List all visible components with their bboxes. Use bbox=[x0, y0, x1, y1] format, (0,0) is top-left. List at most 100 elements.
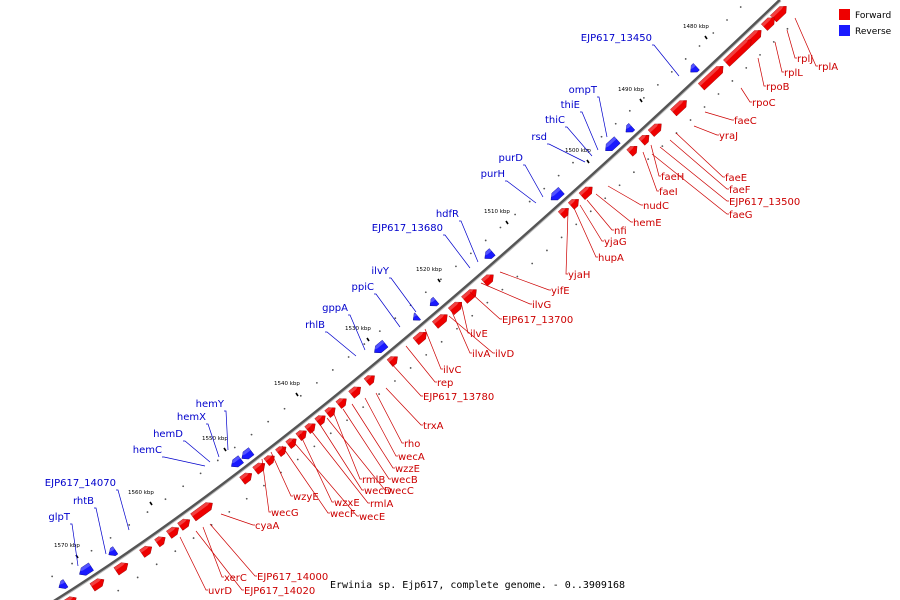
leader-line bbox=[505, 180, 537, 204]
gene-label-nudc: nudC bbox=[643, 201, 669, 212]
leader-line bbox=[757, 57, 766, 87]
tick-label: 1530 kbp bbox=[345, 326, 371, 332]
forward-feature bbox=[670, 98, 687, 117]
spacing-dot bbox=[233, 446, 236, 449]
leader-line bbox=[70, 523, 79, 567]
forward-feature bbox=[431, 312, 448, 329]
leader-line bbox=[224, 410, 229, 451]
leader-line bbox=[651, 153, 729, 215]
spacing-dot bbox=[394, 380, 396, 382]
legend-swatch-forward bbox=[839, 9, 850, 20]
spacing-dot bbox=[618, 184, 621, 187]
spacing-dot bbox=[363, 343, 366, 345]
spacing-dot bbox=[174, 550, 177, 553]
leader-line bbox=[299, 433, 334, 503]
spacing-dot bbox=[628, 109, 631, 112]
tick-label: 1560 kbp bbox=[128, 490, 154, 496]
forward-feature bbox=[578, 184, 593, 200]
gene-label-purh: purH bbox=[481, 169, 505, 180]
gene-label-rpob: rpoB bbox=[766, 82, 790, 93]
spacing-dot bbox=[299, 394, 302, 397]
forward-feature bbox=[89, 577, 105, 592]
spacing-dot bbox=[346, 419, 348, 422]
leader-line bbox=[179, 536, 208, 591]
leader-line bbox=[460, 301, 470, 334]
gene-label-ilva: ilvA bbox=[472, 349, 490, 360]
spacing-dot bbox=[313, 445, 316, 448]
spacing-dot bbox=[514, 213, 517, 216]
leader-line bbox=[580, 111, 599, 151]
forward-feature bbox=[154, 535, 166, 548]
gene-label-ilvd: ilvD bbox=[495, 349, 514, 360]
gene-label-faei: faeI bbox=[659, 187, 678, 198]
leader-line bbox=[704, 111, 734, 121]
leader-line bbox=[94, 507, 107, 555]
spacing-dot bbox=[440, 278, 442, 281]
gene-label-wzxe: wzxE bbox=[334, 498, 360, 509]
spacing-dot bbox=[146, 511, 149, 513]
leader-line bbox=[291, 439, 359, 517]
tick-mark bbox=[295, 392, 299, 397]
spacing-dot bbox=[267, 420, 270, 423]
gene-label-rpla: rplA bbox=[818, 62, 838, 73]
spacing-dot bbox=[528, 200, 531, 203]
spacing-dot bbox=[589, 210, 592, 213]
leader-line bbox=[220, 513, 255, 526]
spacing-dot bbox=[283, 407, 286, 410]
reverse-feature bbox=[57, 579, 69, 589]
spacing-dot bbox=[484, 239, 487, 242]
gene-label-wecg: wecG bbox=[271, 508, 299, 519]
spacing-dot bbox=[329, 432, 332, 435]
scale-ticks: 1480 kbp 1490 kbp 1500 kbp 1510 kbp 1520 kbp… bbox=[54, 24, 709, 559]
leader-line bbox=[652, 44, 680, 77]
reverse-feature bbox=[482, 248, 496, 259]
spacing-dot bbox=[726, 19, 728, 21]
spacing-dot bbox=[228, 510, 231, 513]
forward-feature bbox=[461, 287, 477, 304]
leader-line bbox=[459, 220, 479, 263]
reverse-feature bbox=[428, 296, 440, 307]
spacing-dot bbox=[155, 563, 158, 566]
tick-label: 1510 kbp bbox=[484, 209, 510, 215]
spacing-dot bbox=[128, 524, 131, 526]
leader-line bbox=[740, 87, 752, 103]
forward-feature bbox=[252, 461, 266, 475]
reverse-feature bbox=[411, 312, 421, 321]
spacing-dot bbox=[164, 498, 167, 501]
tick-label: 1490 kbp bbox=[618, 87, 644, 93]
spacing-dot bbox=[331, 369, 334, 371]
leader-line bbox=[385, 387, 423, 426]
gene-label-faef: faeF bbox=[729, 185, 751, 196]
forward-feature bbox=[447, 300, 463, 316]
gene-label-gppa: gppA bbox=[322, 303, 348, 314]
spacing-dot bbox=[546, 249, 548, 252]
spacing-dot bbox=[117, 589, 120, 592]
spacing-dot bbox=[531, 262, 534, 265]
gene-label-nfi: nfi bbox=[614, 226, 627, 237]
gene-label-hemx: hemX bbox=[177, 412, 206, 423]
gene-label-ejp617_14000: EJP617_14000 bbox=[257, 572, 328, 583]
spacing-dot bbox=[633, 171, 635, 174]
leader-line bbox=[389, 361, 423, 397]
leader-line bbox=[325, 331, 357, 357]
leader-line bbox=[326, 417, 387, 491]
gene-label-ejp617_13680: EJP617_13680 bbox=[372, 223, 443, 234]
spacing-dot bbox=[557, 174, 560, 177]
gene-label-faec: faeC bbox=[734, 116, 757, 127]
forward-feature bbox=[304, 421, 316, 434]
spacing-dot bbox=[745, 67, 748, 69]
spacing-dot bbox=[424, 291, 427, 294]
spacing-dot bbox=[717, 93, 720, 95]
gene-label-rhtb: rhtB bbox=[73, 496, 94, 507]
leader-line bbox=[595, 193, 633, 223]
forward-gene-labels: rplArplJrplLrpoBrpoCfaeCyraJfaeEfaeFEJP6… bbox=[208, 54, 838, 597]
spacing-dot bbox=[378, 330, 381, 333]
leader-line bbox=[364, 397, 398, 457]
spacing-dot bbox=[456, 327, 458, 330]
forward-feature bbox=[314, 413, 326, 426]
gene-label-hemc: hemC bbox=[133, 445, 162, 456]
spacing-dot bbox=[560, 236, 563, 239]
leader-line bbox=[351, 403, 395, 469]
reverse-feature bbox=[372, 339, 389, 354]
leader-line bbox=[281, 445, 330, 514]
